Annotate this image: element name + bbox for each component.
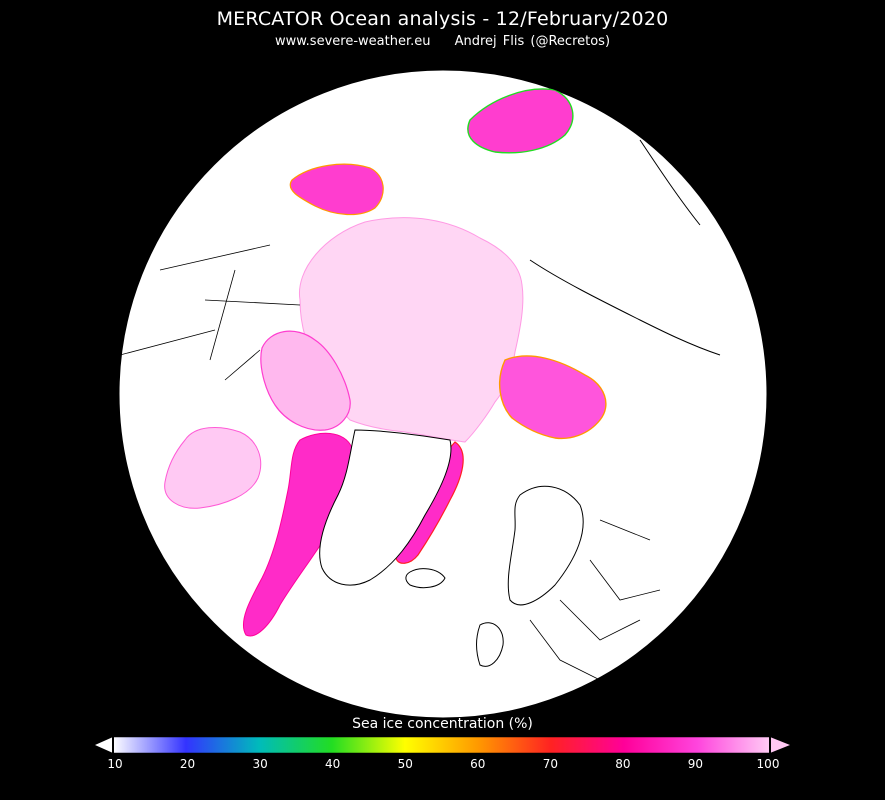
greenland-land [319,429,452,586]
colorbar-tick-label: 20 [179,757,196,771]
colorbar-tick-label: 80 [615,757,631,771]
okhotsk-ice [467,88,574,154]
bering-ice [289,163,384,216]
colorbar-tick-label: 90 [687,757,704,771]
europe-borders [529,519,661,681]
colorbar-tick-label: 10 [107,757,123,771]
map-credits: www.severe-weather.eu Andrej Flis (@Recr… [0,34,885,49]
archipelago-ice [260,330,351,431]
iceland-land [405,568,446,589]
barents-sea-ice [499,355,607,440]
canada-borders [119,244,301,381]
colorbar-ticks: 10 20 30 40 50 60 70 80 90 100 [0,757,885,773]
siberia-coast [529,139,721,356]
colorbar-tick-label: 50 [397,757,413,771]
britain-land [476,622,504,667]
colorbar-tick-label: 40 [325,757,341,771]
colorbar-tick-label: 100 [756,757,780,771]
colorbar-tick-label: 30 [252,757,268,771]
map-title: MERCATOR Ocean analysis - 12/February/20… [216,8,669,30]
scandinavia-land [507,485,584,606]
colorbar-extend-low [95,737,113,753]
colorbar-extend-high [770,737,790,753]
hudson-bay-ice [164,427,262,509]
colorbar-title: Sea ice concentration (%) [352,716,533,732]
website-credit: www.severe-weather.eu [274,34,431,49]
colorbar-tick-label: 60 [470,757,486,771]
colorbar-tick-label: 70 [542,757,558,771]
author-credit: Andrej Flis (@Recretos) [454,34,611,49]
colorbar [95,736,790,754]
colorbar-gradient [112,736,771,754]
